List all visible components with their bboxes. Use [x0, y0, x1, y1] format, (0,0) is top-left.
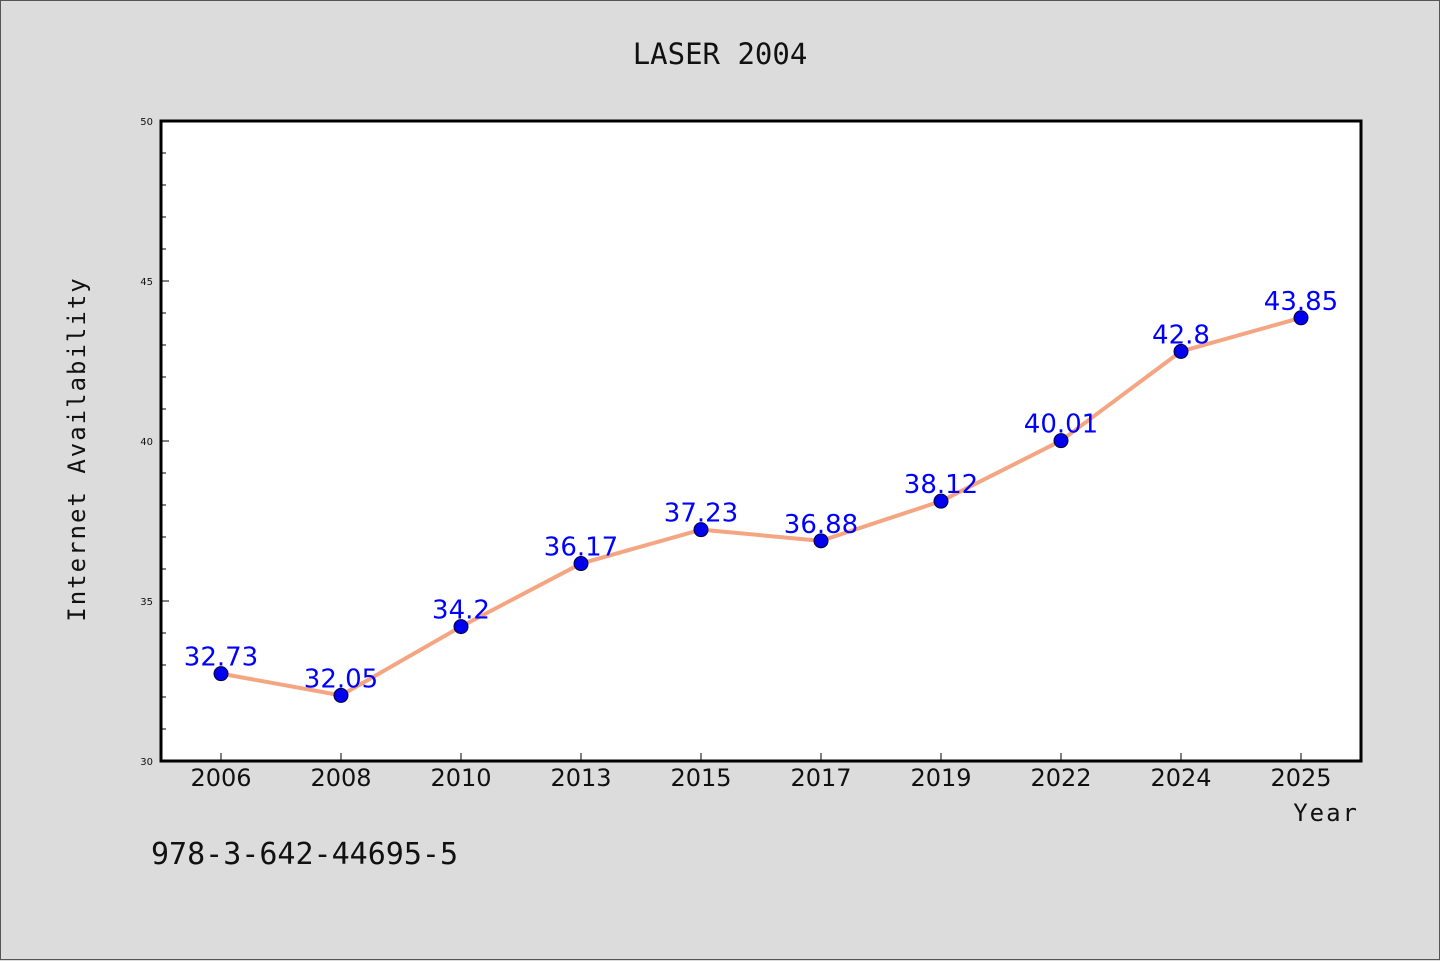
data-point-marker: [813, 533, 829, 549]
x-tick-label: 2015: [670, 764, 731, 792]
x-axis-ticks: 2006 2008 2010 2013 2015 2017 2019 2022 2024 2025: [190, 753, 1332, 792]
data-point-marker: [933, 493, 949, 509]
y-tick-label: 40: [140, 437, 153, 448]
data-point-marker: [693, 522, 709, 538]
isbn-text: 978-3-642-44695-5: [151, 837, 458, 872]
data-point-marker: [573, 556, 589, 572]
data-label: 37.23: [664, 499, 738, 529]
data-label: 40.01: [1024, 410, 1098, 440]
x-tick-label: 2008: [310, 764, 371, 792]
data-point-marker: [1173, 343, 1189, 359]
chart-title: LASER 2004: [633, 37, 808, 71]
x-tick-label: 2024: [1150, 764, 1211, 792]
x-tick-label: 2017: [790, 764, 851, 792]
data-labels-group: 32.73 32.05 34.2 36.17 37.23 36.88 38.12 40.01 4…: [184, 287, 1338, 695]
data-label: 36.17: [544, 533, 618, 563]
y-tick-label: 30: [140, 757, 153, 768]
y-tick-label: 50: [140, 117, 153, 128]
data-label: 42.8: [1152, 320, 1210, 350]
y-tick-label: 35: [140, 597, 153, 608]
data-label: 32.05: [304, 664, 378, 694]
x-tick-label: 2013: [550, 764, 611, 792]
x-tick-label: 2006: [190, 764, 251, 792]
data-point-marker: [453, 619, 469, 635]
data-label: 38.12: [904, 470, 978, 500]
x-tick-label: 2022: [1030, 764, 1091, 792]
plot-border: [159, 119, 1363, 763]
data-label: 32.73: [184, 643, 258, 673]
data-point-marker: [333, 687, 349, 703]
data-label: 43.85: [1264, 287, 1338, 317]
plot-area: [161, 121, 1361, 761]
data-label: 36.88: [784, 510, 858, 540]
series-line-group: [213, 310, 1309, 703]
data-label: 34.2: [432, 596, 490, 626]
y-tick-label: 45: [140, 277, 153, 288]
x-tick-label: 2010: [430, 764, 491, 792]
data-point-marker: [1293, 310, 1309, 326]
x-tick-label: 2019: [910, 764, 971, 792]
data-point-marker: [213, 666, 229, 682]
x-tick-label: 2025: [1270, 764, 1331, 792]
x-axis-label: Year: [1293, 799, 1359, 827]
data-point-marker: [1053, 433, 1069, 449]
y-axis-label: Internet Availability: [63, 276, 91, 621]
series-line: [220, 315, 1302, 698]
